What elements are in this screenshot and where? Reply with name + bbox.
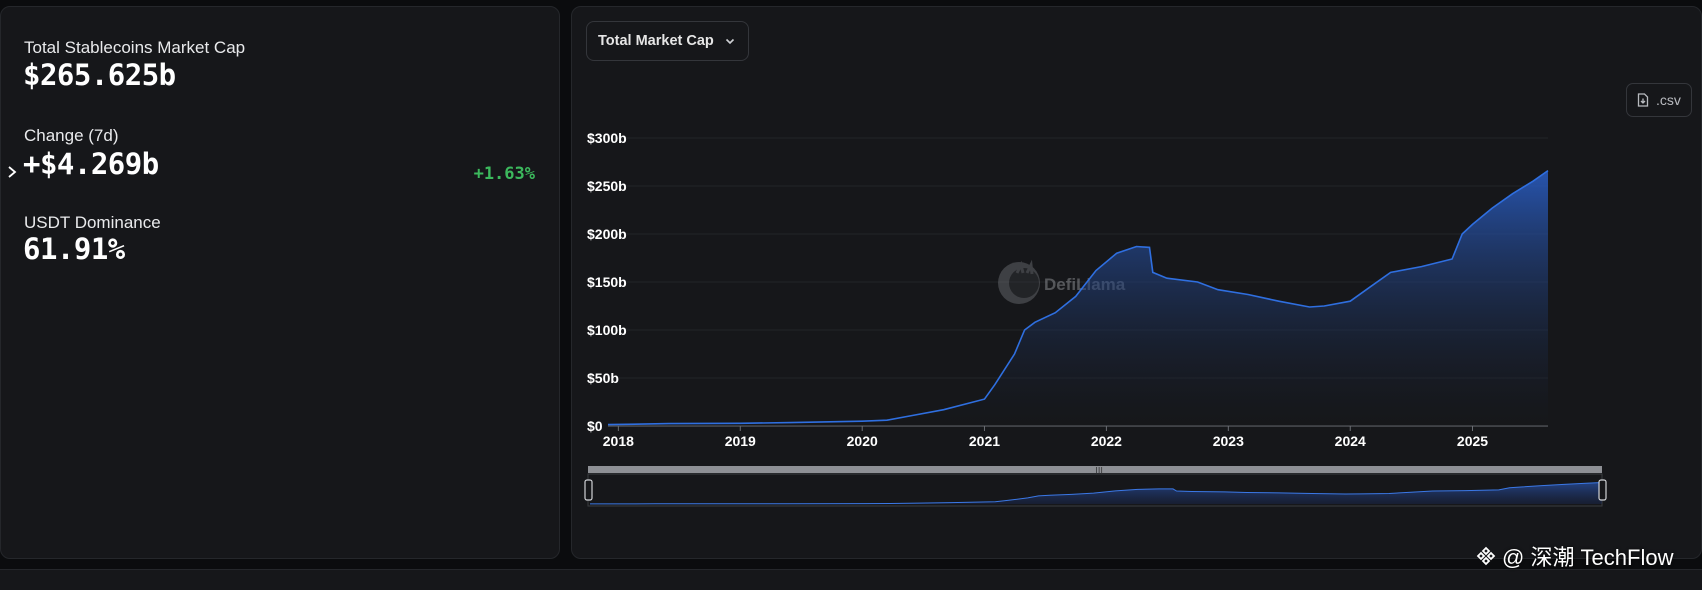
y-axis-ticks: $0 $50b $100b $150b $200b $250b $300b [587,130,627,434]
change-value: +$4.269b [23,147,159,181]
x-tick-label: 2019 [725,433,756,449]
techflow-watermark: @ 深潮 TechFlow [1476,540,1673,572]
dominance-label: USDT Dominance [24,213,161,232]
chevron-right-icon[interactable] [7,165,17,179]
y-tick-label: $0 [587,418,603,434]
change-label: Change (7d) [24,126,119,145]
chart-panel: Total Market Cap .csv $0 $50b $100b $150b $2… [571,6,1702,559]
change-percent: +1.63% [473,164,535,184]
x-tick-label: 2018 [603,433,634,449]
dominance-value: 61.91% [23,232,125,266]
stats-panel: Total Stablecoins Market Cap $265.625b C… [0,6,560,559]
y-tick-label: $150b [587,274,627,290]
download-file-icon [1637,93,1649,107]
x-tick-label: 2023 [1213,433,1244,449]
chevron-down-icon [725,38,735,45]
y-tick-label: $200b [587,226,627,242]
metric-select-dropdown[interactable]: Total Market Cap [586,21,749,61]
mini-chart-line [589,482,1603,505]
y-tick-label: $50b [587,370,619,386]
market-cap-line [607,169,1549,426]
csv-download-button[interactable]: .csv [1626,83,1692,117]
csv-label: .csv [1656,92,1681,108]
x-tick-label: 2022 [1091,433,1122,449]
y-tick-label: $100b [587,322,627,338]
x-tick-label: 2025 [1457,433,1488,449]
drag-handle-icon[interactable]: ||| [1095,466,1103,475]
x-tick-label: 2020 [847,433,878,449]
market-cap-label: Total Stablecoins Market Cap [24,38,246,57]
range-handle-left[interactable] [584,479,593,501]
x-tick-label: 2021 [969,433,1000,449]
binance-square-icon [1476,546,1496,566]
market-cap-chart[interactable]: $0 $50b $100b $150b $200b $250b $300b 2018 2019… [572,7,1701,558]
market-cap-area [608,170,1548,426]
x-axis-ticks: 2018 2019 2020 2021 2022 2023 2024 2025 [603,426,1488,449]
next-panel-edge [0,569,1702,590]
x-tick-label: 2024 [1335,433,1366,449]
metric-select-label: Total Market Cap [598,33,714,49]
market-cap-value: $265.625b [23,58,176,92]
techflow-watermark-text: @ 深潮 TechFlow [1502,545,1674,570]
range-slider-track[interactable] [588,466,1602,473]
llama-logo-icon [998,259,1040,304]
y-tick-label: $250b [587,178,627,194]
range-slider[interactable]: ||| [584,466,1607,507]
range-handle-right[interactable] [1598,479,1607,501]
y-tick-label: $300b [587,130,627,146]
